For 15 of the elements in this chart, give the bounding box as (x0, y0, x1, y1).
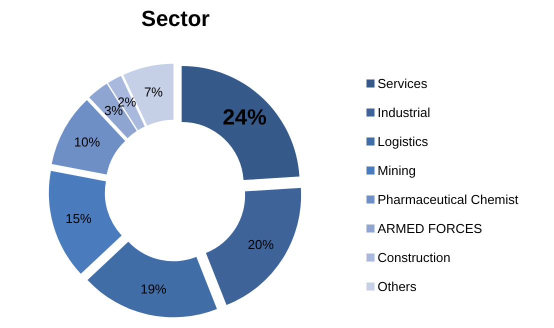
legend-label: Construction (378, 250, 450, 265)
data-label: 10% (74, 134, 100, 150)
legend-label: Mining (378, 163, 416, 178)
data-label: 19% (140, 282, 167, 297)
legend-label: Pharmaceutical Chemist (378, 192, 519, 207)
data-label: 7% (144, 84, 164, 100)
data-label: 24% (222, 104, 267, 130)
legend-label: Logistics (378, 134, 429, 149)
legend-label: Industrial (378, 105, 430, 120)
legend-label: ARMED FORCES (378, 221, 483, 236)
data-label: 20% (248, 237, 274, 252)
legend-label: Services (378, 76, 428, 91)
legend-label: Others (378, 279, 418, 294)
data-label: 15% (66, 211, 92, 226)
chart-title: Sector (141, 6, 210, 31)
